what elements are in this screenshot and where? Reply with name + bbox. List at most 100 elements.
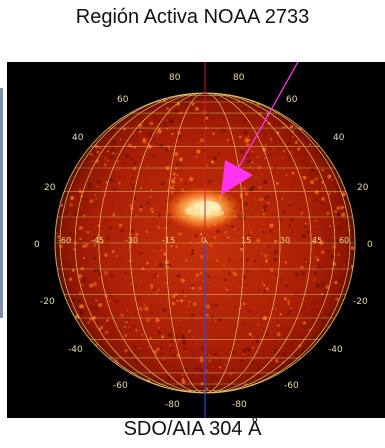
texture-speck <box>176 274 180 278</box>
texture-speck <box>270 268 274 272</box>
texture-speck <box>214 236 216 238</box>
texture-speck <box>109 300 111 302</box>
texture-speck <box>246 137 248 139</box>
texture-speck <box>288 136 291 139</box>
texture-speck <box>285 261 288 264</box>
texture-speck <box>246 347 248 349</box>
lat-label-south-60-left: -60 <box>113 381 128 391</box>
texture-speck <box>112 140 116 144</box>
texture-speck <box>86 235 88 237</box>
texture-speck <box>142 267 145 270</box>
texture-speck <box>221 128 225 132</box>
texture-speck <box>96 268 100 272</box>
texture-speck <box>176 162 179 165</box>
texture-speck <box>245 284 248 287</box>
texture-speck <box>264 254 268 258</box>
texture-speck <box>267 260 269 262</box>
texture-speck <box>223 278 226 281</box>
texture-speck <box>291 151 293 153</box>
texture-speck <box>206 313 209 316</box>
texture-speck <box>312 319 314 321</box>
texture-speck <box>69 277 72 280</box>
texture-speck <box>270 154 272 156</box>
texture-speck <box>182 374 184 376</box>
texture-speck <box>146 262 149 265</box>
texture-speck <box>327 250 330 253</box>
texture-speck <box>290 125 294 129</box>
texture-speck <box>120 124 121 125</box>
texture-speck <box>118 182 121 185</box>
texture-speck <box>199 271 201 273</box>
texture-speck <box>252 150 254 152</box>
texture-speck <box>238 229 240 231</box>
texture-speck <box>214 276 215 277</box>
texture-speck <box>268 202 270 204</box>
texture-speck <box>104 157 106 159</box>
texture-speck <box>129 327 130 328</box>
texture-speck <box>315 256 317 258</box>
texture-speck <box>321 282 325 286</box>
texture-speck <box>214 353 218 357</box>
lat-label-north-80-left: 80 <box>169 73 181 83</box>
texture-speck <box>107 150 109 152</box>
texture-speck <box>150 305 152 307</box>
texture-speck <box>248 135 250 137</box>
texture-speck <box>184 182 187 185</box>
texture-speck <box>250 231 252 233</box>
texture-speck <box>76 245 77 246</box>
texture-speck <box>242 349 246 353</box>
texture-speck <box>195 177 197 179</box>
texture-speck <box>200 138 204 142</box>
texture-speck <box>218 116 219 117</box>
texture-speck <box>113 180 116 183</box>
texture-speck <box>178 340 180 342</box>
texture-speck <box>104 271 108 275</box>
texture-speck <box>163 309 166 312</box>
texture-speck <box>215 304 218 307</box>
texture-speck <box>152 155 154 157</box>
texture-speck <box>332 244 336 248</box>
texture-speck <box>268 135 269 136</box>
texture-speck <box>115 254 118 257</box>
texture-speck <box>252 324 254 326</box>
texture-speck <box>318 263 320 265</box>
texture-speck <box>334 281 337 284</box>
texture-speck <box>271 137 273 139</box>
texture-speck <box>310 180 314 184</box>
texture-speck <box>225 363 227 365</box>
instrument-caption: SDO/AIA 304 Å <box>0 418 385 441</box>
texture-speck <box>313 266 314 267</box>
texture-speck <box>196 155 199 158</box>
texture-speck <box>170 245 172 247</box>
texture-speck <box>117 161 119 163</box>
texture-speck <box>158 331 161 334</box>
texture-speck <box>140 205 143 208</box>
texture-speck <box>155 228 156 229</box>
lat-label-equator-right: 0 <box>367 240 373 250</box>
texture-speck <box>266 287 269 290</box>
texture-speck <box>88 324 90 326</box>
texture-speck <box>124 334 127 337</box>
texture-speck <box>287 204 290 207</box>
texture-speck <box>124 326 126 328</box>
texture-speck <box>185 368 188 371</box>
texture-speck <box>159 144 163 148</box>
texture-speck <box>164 121 168 125</box>
texture-speck <box>199 287 202 290</box>
texture-speck <box>211 316 214 319</box>
texture-speck <box>116 153 117 154</box>
lat-label-south-40-right: -40 <box>328 345 343 355</box>
texture-speck <box>130 283 132 285</box>
texture-speck <box>172 354 176 358</box>
texture-speck <box>313 279 315 281</box>
texture-speck <box>262 198 264 200</box>
texture-speck <box>238 216 241 219</box>
texture-speck <box>258 255 260 257</box>
texture-speck <box>316 173 318 175</box>
texture-speck <box>112 250 115 253</box>
texture-speck <box>96 180 99 183</box>
texture-speck <box>289 157 291 159</box>
texture-speck <box>272 148 274 150</box>
texture-speck <box>240 193 243 196</box>
texture-speck <box>227 236 229 238</box>
